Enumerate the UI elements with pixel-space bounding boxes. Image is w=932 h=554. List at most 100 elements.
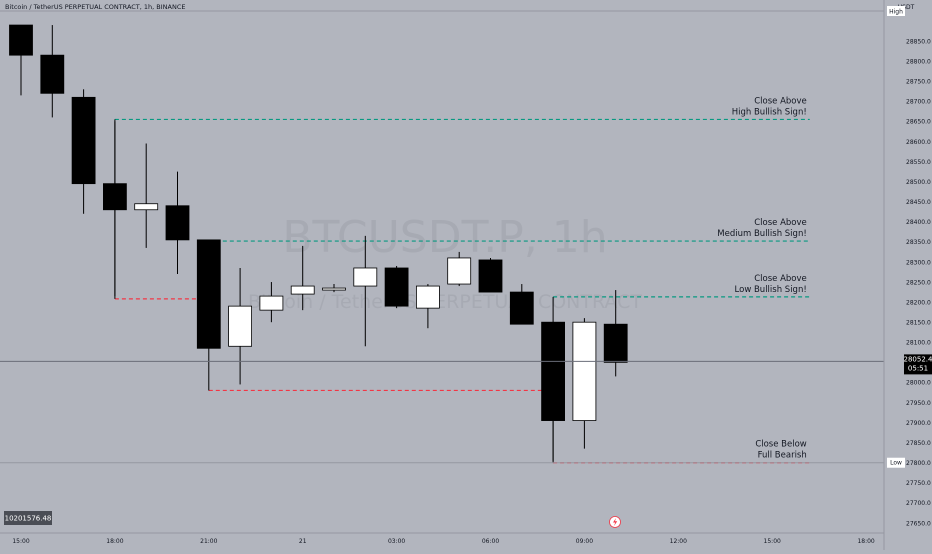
price-tick-label: 28750.0	[906, 79, 931, 86]
price-tick-label: 28100.0	[906, 340, 931, 347]
last-price-badge: 28052.4 05:51	[904, 354, 932, 375]
price-tick-label: 28850.0	[906, 38, 931, 45]
low-badge-label: Low	[890, 460, 902, 467]
candle-body	[447, 257, 472, 285]
candle-body	[572, 321, 597, 421]
signal-level-label: Close Above	[754, 218, 807, 228]
candle-body	[290, 285, 315, 295]
candle	[290, 245, 315, 311]
price-tick-label: 27950.0	[906, 400, 931, 407]
signal-level-label: Close Above	[754, 274, 807, 284]
signal-level-label: Close Below	[755, 440, 806, 450]
price-tick-label: 28000.0	[906, 380, 931, 387]
price-tick-label: 28400.0	[906, 219, 931, 226]
candle-body	[71, 96, 96, 185]
candle	[259, 282, 284, 323]
time-tick-label: 12:00	[670, 538, 687, 545]
price-tick-label: 28800.0	[906, 58, 931, 65]
candle	[541, 321, 565, 461]
countdown-value: 05:51	[908, 364, 928, 372]
candle-body	[353, 267, 378, 287]
price-tick-label: 28550.0	[906, 159, 931, 166]
price-tick-label: 27850.0	[906, 440, 931, 447]
candle	[71, 89, 96, 214]
price-tick-label: 28150.0	[906, 319, 931, 326]
volume-badge: 10201576.48	[4, 511, 52, 525]
candle-body	[228, 305, 253, 347]
time-tick-label: 09:00	[576, 538, 593, 545]
volume-value: 10201576.48	[5, 515, 52, 523]
candle-body	[322, 287, 346, 291]
signal-level-label: Medium Bullish Sign!	[717, 229, 806, 239]
chart-title: Bitcoin / TetherUS PERPETUAL CONTRACT, 1…	[5, 3, 186, 11]
price-tick-label: 28700.0	[906, 99, 931, 106]
candle	[353, 235, 378, 347]
watermark-name: Bitcoin / TetherUS PERPETUAL CONTRACT	[248, 291, 642, 313]
candle	[9, 24, 33, 96]
candle	[103, 121, 127, 297]
candle	[509, 284, 534, 325]
candlesticks	[9, 24, 628, 461]
watermark-symbol: BTCUSDT.P, 1h	[282, 212, 607, 263]
lightning-icon[interactable]	[609, 516, 621, 528]
signal-level-label: Close Above	[754, 96, 807, 106]
candle-body	[103, 183, 127, 211]
candle	[196, 239, 221, 349]
candle-body	[134, 203, 159, 211]
candle	[603, 290, 628, 377]
price-tick-label: 28300.0	[906, 259, 931, 266]
candle-body	[603, 323, 628, 363]
price-tick-label: 27750.0	[906, 480, 931, 487]
price-tick-label: 28200.0	[906, 299, 931, 306]
signal-level-label: Full Bearish	[758, 451, 807, 461]
candle	[134, 143, 159, 248]
candle-body	[196, 239, 221, 349]
candle-body	[384, 267, 409, 307]
time-tick-label: 18:00	[857, 538, 874, 545]
candle	[322, 284, 346, 293]
candle	[228, 267, 253, 385]
price-tick-label: 27900.0	[906, 420, 931, 427]
price-tick-label: 28600.0	[906, 139, 931, 146]
low-badge: Low	[887, 457, 905, 468]
time-tick-label: 21	[299, 538, 307, 545]
time-tick-label: 15:00	[12, 538, 29, 545]
price-axis-ticks: 27650.0 27700.0 27750.0 27800.0 27850.0 27900…	[906, 38, 931, 527]
price-tick-label: 28500.0	[906, 179, 931, 186]
price-tick-label: 28350.0	[906, 239, 931, 246]
candle-body	[541, 321, 565, 421]
signal-level-label: Low Bullish Sign!	[735, 285, 807, 295]
price-tick-label: 28250.0	[906, 279, 931, 286]
high-badge-label: High	[889, 9, 903, 16]
candle	[478, 257, 503, 293]
signal-level-label: High Bullish Sign!	[732, 107, 807, 117]
candle	[415, 284, 440, 329]
candle	[384, 265, 409, 309]
candle	[447, 251, 472, 287]
candle-body	[478, 259, 503, 293]
candle-body	[415, 285, 440, 309]
candle-body	[259, 295, 284, 311]
last-price-value: 28052.4	[904, 355, 932, 363]
price-tick-label: 27650.0	[906, 520, 931, 527]
candle	[40, 25, 65, 118]
candle	[572, 318, 597, 449]
time-axis-ticks: 15:00 18:00 21:00 21 03:00 06:00 09:00 12:00 15:…	[12, 538, 875, 545]
price-tick-label: 28650.0	[906, 119, 931, 126]
time-tick-label: 21:00	[200, 538, 217, 545]
candle-body	[165, 205, 190, 241]
high-badge: High	[887, 6, 905, 16]
price-tick-label: 27700.0	[906, 500, 931, 507]
time-tick-label: 18:00	[106, 538, 123, 545]
time-tick-label: 15:00	[764, 538, 781, 545]
time-tick-label: 06:00	[482, 538, 499, 545]
candle	[165, 171, 190, 275]
price-tick-label: 27800.0	[906, 460, 931, 467]
candle-body	[9, 24, 33, 56]
candle-body	[509, 291, 534, 325]
currency-label: USDT	[898, 4, 915, 11]
candle-body	[40, 54, 65, 94]
